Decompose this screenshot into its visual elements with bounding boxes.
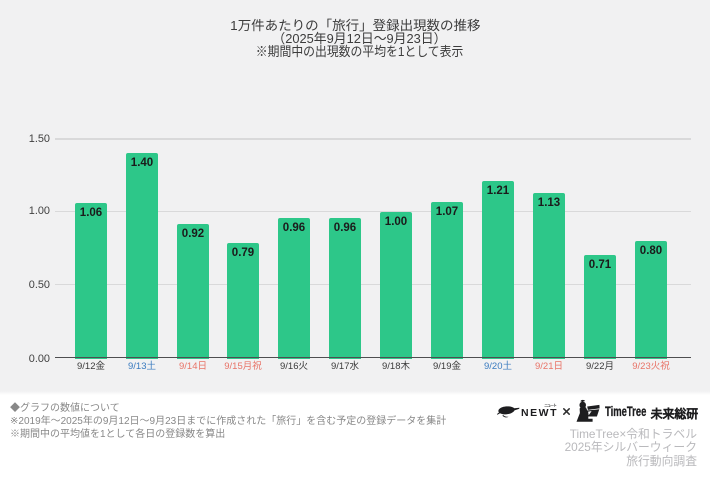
svg-text:ニュート: ニュート <box>544 403 557 408</box>
